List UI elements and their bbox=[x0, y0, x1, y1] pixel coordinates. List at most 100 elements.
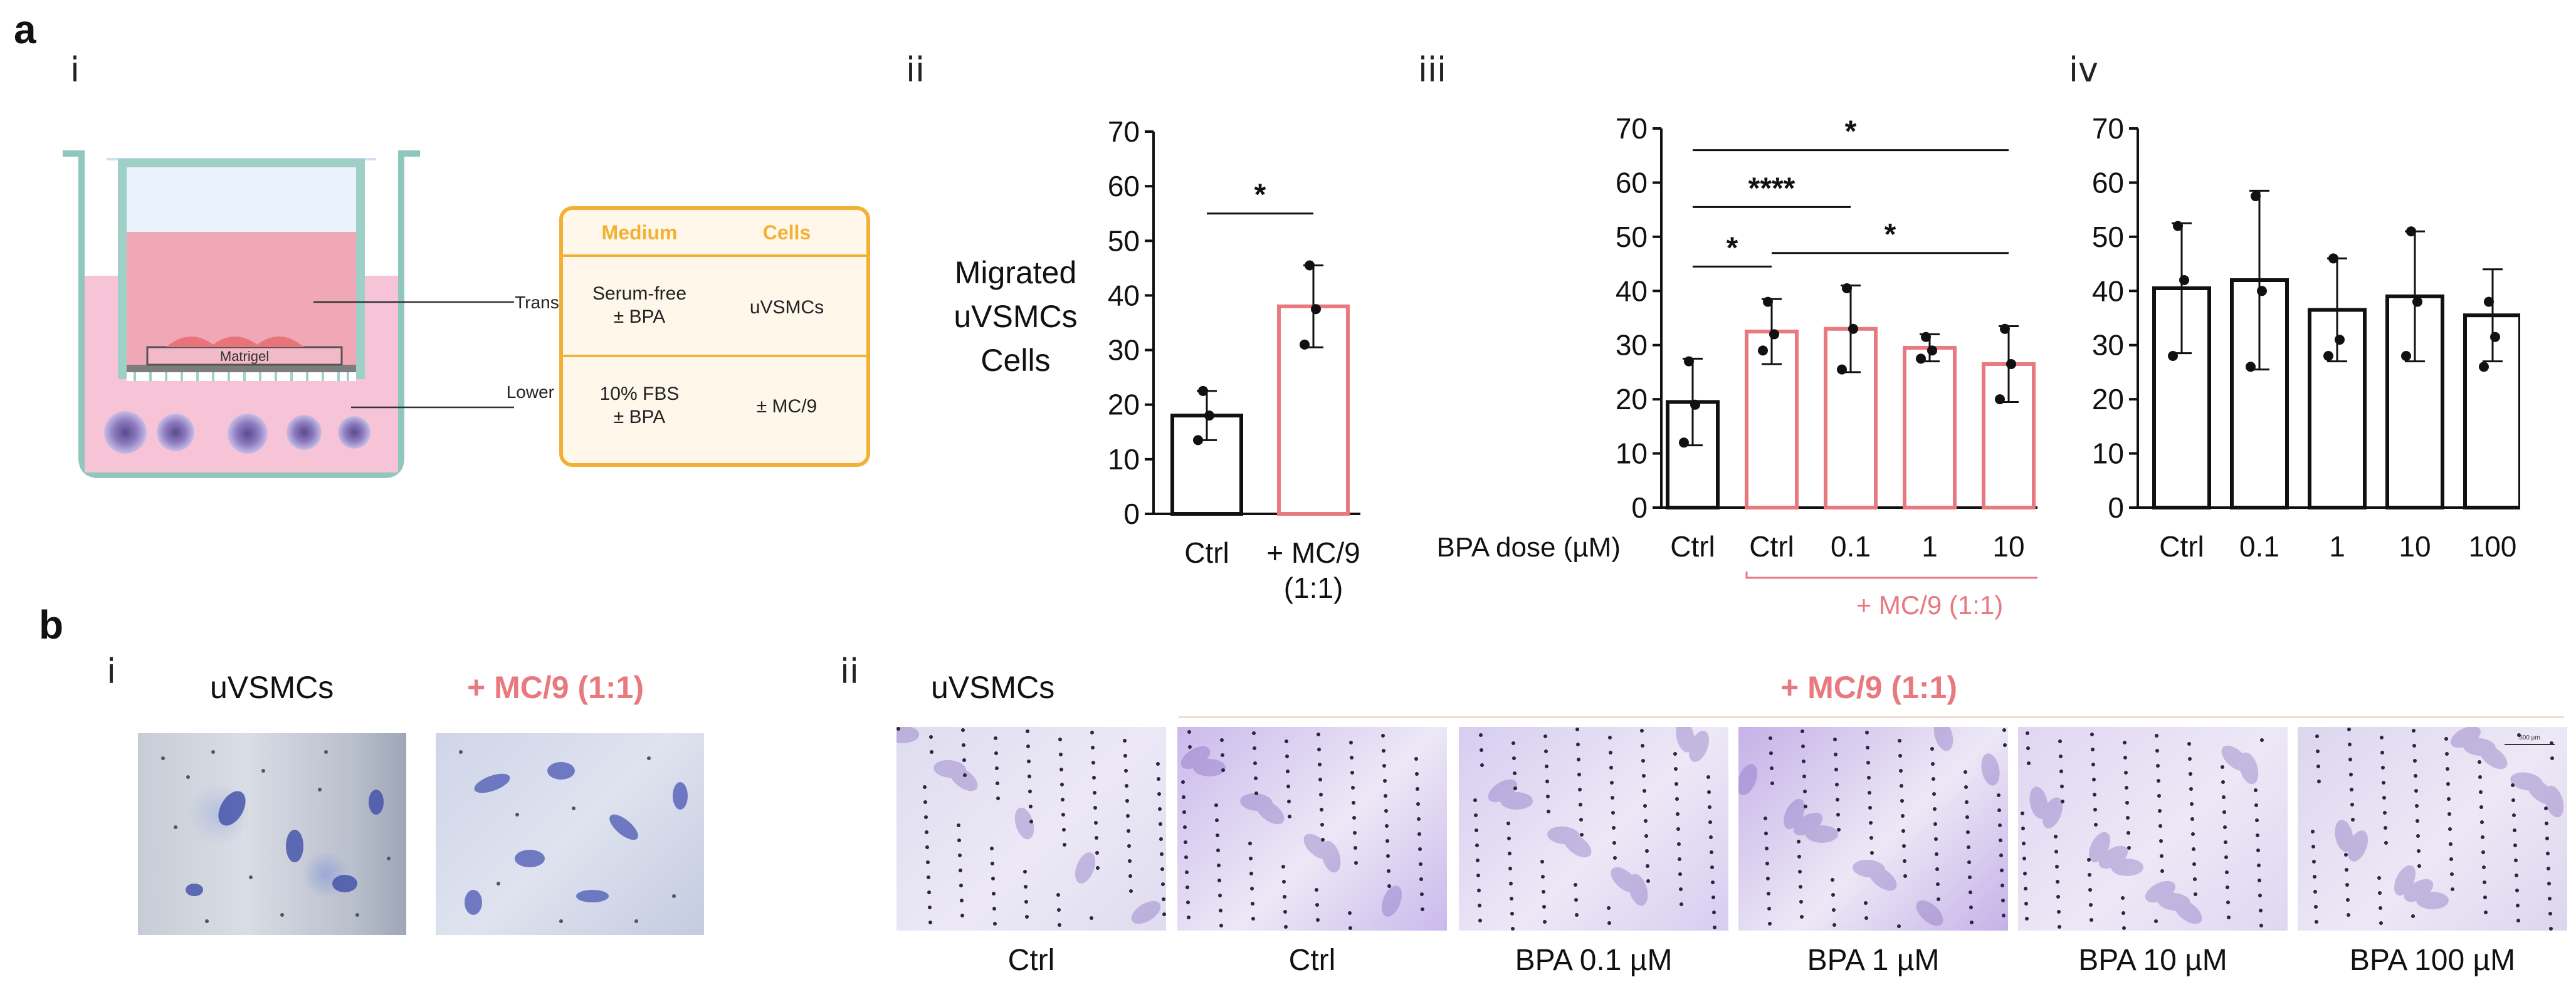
pore bbox=[1318, 778, 1322, 781]
significance-label: * bbox=[1885, 218, 1896, 251]
pore bbox=[2226, 901, 2230, 904]
cell-body bbox=[1547, 826, 1580, 845]
data-point bbox=[1204, 410, 1214, 421]
subpanel-a-iv: iv bbox=[2069, 50, 2098, 90]
pore bbox=[1836, 813, 1840, 817]
pore bbox=[1932, 777, 1935, 781]
data-point bbox=[1758, 345, 1768, 356]
pore bbox=[2478, 775, 2482, 779]
pore bbox=[2093, 793, 2096, 796]
pore bbox=[2547, 882, 2551, 885]
pore bbox=[1125, 784, 1128, 788]
y-tick-label: 0 bbox=[1123, 498, 1140, 530]
pore bbox=[2345, 883, 2349, 887]
pore bbox=[1511, 927, 1515, 931]
data-point bbox=[2257, 286, 2267, 296]
pore bbox=[1547, 810, 1550, 813]
cell-bodies bbox=[2029, 745, 2259, 924]
pores bbox=[2311, 728, 2554, 931]
pore bbox=[1901, 814, 1905, 818]
cell-body bbox=[949, 766, 978, 791]
pore bbox=[2381, 766, 2385, 770]
pore bbox=[1580, 833, 1584, 837]
pore bbox=[2189, 772, 2192, 776]
pore bbox=[1545, 780, 1549, 783]
pore bbox=[2158, 824, 2162, 828]
pore bbox=[1903, 859, 1906, 863]
pore bbox=[923, 800, 927, 804]
pore bbox=[1416, 802, 1420, 806]
pore bbox=[1709, 835, 1713, 839]
pore bbox=[1217, 879, 1221, 882]
pore bbox=[1162, 897, 1165, 901]
pore bbox=[959, 869, 962, 872]
x-tick-label: 10 bbox=[1992, 530, 2024, 563]
pore bbox=[2194, 892, 2197, 896]
pore bbox=[1253, 761, 1257, 765]
pore bbox=[1933, 822, 1937, 826]
pore bbox=[2313, 890, 2317, 894]
pore bbox=[2382, 781, 2385, 785]
pore bbox=[1318, 763, 1322, 766]
pore bbox=[2314, 905, 2318, 909]
pore bbox=[1090, 731, 1094, 734]
pore bbox=[2189, 787, 2193, 791]
pore bbox=[2154, 919, 2158, 923]
pore bbox=[2160, 854, 2163, 858]
pore bbox=[1216, 833, 1219, 837]
mc9-cells bbox=[104, 411, 371, 454]
x-tick-label: + MC/9 bbox=[1266, 536, 1360, 569]
pore bbox=[1931, 762, 1935, 766]
pore bbox=[2055, 865, 2059, 869]
pore bbox=[2190, 802, 2194, 806]
pore bbox=[1478, 904, 1481, 907]
chart-ii-ylabel: Migrated uVSMCs Cells bbox=[954, 255, 1078, 378]
pore bbox=[2315, 920, 2318, 924]
pore bbox=[2479, 790, 2483, 794]
pore bbox=[960, 899, 964, 902]
micrograph-texture bbox=[896, 727, 1166, 927]
pore bbox=[1932, 792, 1936, 796]
pore bbox=[1937, 897, 1940, 901]
pore bbox=[1768, 922, 1772, 926]
pore bbox=[1708, 820, 1712, 824]
pore bbox=[1642, 774, 1646, 778]
pore bbox=[1607, 921, 1611, 925]
pore bbox=[2255, 818, 2259, 822]
pore bbox=[957, 838, 961, 842]
pore bbox=[2449, 857, 2453, 861]
pore bbox=[2024, 902, 2028, 906]
pore bbox=[2350, 788, 2353, 791]
pore bbox=[1216, 848, 1220, 852]
pore bbox=[2347, 728, 2351, 731]
pore bbox=[2125, 786, 2128, 790]
pore bbox=[1706, 775, 1710, 779]
pore bbox=[1542, 890, 1545, 894]
pore bbox=[2123, 756, 2127, 760]
data-point bbox=[1927, 345, 1937, 356]
pore bbox=[2446, 767, 2449, 771]
pore bbox=[1832, 908, 1836, 912]
pore bbox=[1159, 837, 1163, 841]
pore bbox=[930, 750, 933, 754]
pore bbox=[1574, 898, 1578, 902]
svg-text:± MC/9: ± MC/9 bbox=[757, 396, 817, 417]
pore bbox=[1643, 804, 1647, 808]
pore bbox=[1797, 840, 1801, 843]
pore bbox=[1282, 880, 1286, 884]
pore bbox=[2415, 804, 2419, 808]
pore bbox=[1800, 915, 1804, 919]
pore bbox=[1674, 782, 1678, 786]
pore bbox=[958, 854, 962, 857]
pore bbox=[2121, 911, 2125, 915]
y-tick-label: 50 bbox=[2092, 221, 2124, 253]
pore bbox=[1868, 791, 1871, 795]
pore bbox=[1188, 745, 1192, 749]
pore bbox=[1710, 865, 1714, 869]
x-tick-label: 1 bbox=[2329, 530, 2345, 563]
pore bbox=[924, 815, 928, 819]
pore bbox=[1028, 775, 1031, 778]
pore bbox=[1802, 775, 1806, 778]
pore bbox=[2058, 925, 2061, 929]
pore bbox=[1511, 741, 1515, 745]
